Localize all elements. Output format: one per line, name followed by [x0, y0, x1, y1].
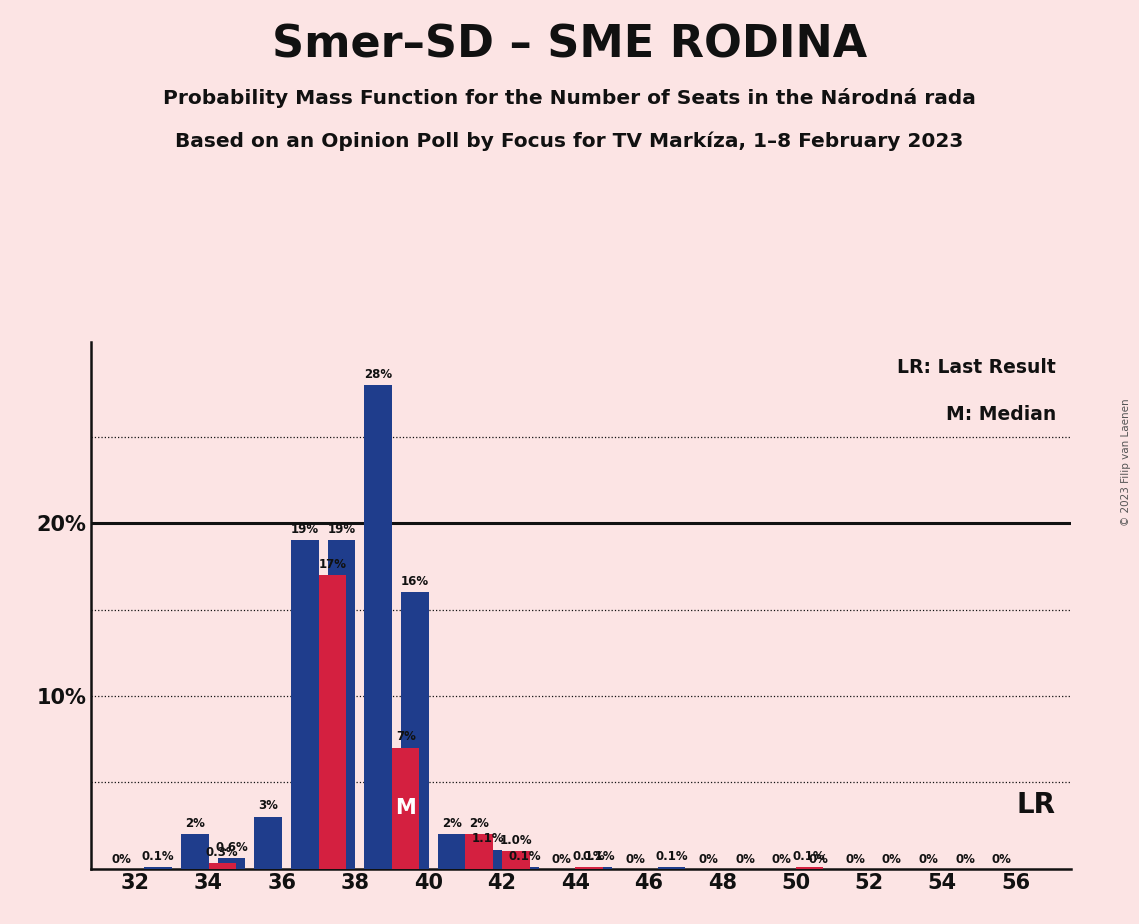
- Text: 0%: 0%: [772, 853, 792, 866]
- Text: 2%: 2%: [469, 817, 489, 830]
- Bar: [401, 592, 428, 869]
- Text: 19%: 19%: [290, 523, 319, 536]
- Bar: [502, 851, 530, 869]
- Bar: [511, 867, 539, 869]
- Text: 28%: 28%: [364, 368, 392, 381]
- Text: 0.1%: 0.1%: [141, 849, 174, 862]
- Bar: [466, 834, 493, 869]
- Bar: [292, 541, 319, 869]
- Text: LR: LR: [1017, 791, 1056, 820]
- Text: M: Median: M: Median: [945, 405, 1056, 424]
- Text: 0%: 0%: [698, 853, 719, 866]
- Text: M: M: [395, 798, 416, 818]
- Text: 0.1%: 0.1%: [793, 849, 826, 862]
- Text: 0%: 0%: [735, 853, 755, 866]
- Bar: [392, 748, 419, 869]
- Text: LR: Last Result: LR: Last Result: [898, 358, 1056, 377]
- Text: Smer–SD – SME RODINA: Smer–SD – SME RODINA: [272, 23, 867, 67]
- Text: 0%: 0%: [112, 853, 131, 866]
- Bar: [475, 849, 502, 869]
- Text: 2%: 2%: [185, 817, 205, 830]
- Text: 0.6%: 0.6%: [215, 841, 248, 854]
- Bar: [208, 863, 236, 869]
- Text: 0%: 0%: [625, 853, 645, 866]
- Bar: [254, 817, 281, 869]
- Bar: [145, 867, 172, 869]
- Text: 1.1%: 1.1%: [472, 833, 505, 845]
- Text: 0.1%: 0.1%: [582, 849, 615, 862]
- Bar: [584, 867, 612, 869]
- Bar: [658, 867, 686, 869]
- Text: 3%: 3%: [259, 799, 278, 812]
- Bar: [319, 575, 346, 869]
- Text: 0.1%: 0.1%: [509, 849, 541, 862]
- Text: 0%: 0%: [845, 853, 865, 866]
- Text: © 2023 Filip van Laenen: © 2023 Filip van Laenen: [1121, 398, 1131, 526]
- Text: 2%: 2%: [442, 817, 461, 830]
- Text: 17%: 17%: [318, 558, 346, 571]
- Text: 0%: 0%: [809, 853, 828, 866]
- Text: 0%: 0%: [882, 853, 902, 866]
- Text: 0%: 0%: [956, 853, 975, 866]
- Text: 0%: 0%: [551, 853, 572, 866]
- Bar: [328, 541, 355, 869]
- Text: 16%: 16%: [401, 575, 429, 588]
- Bar: [181, 834, 208, 869]
- Text: 0.1%: 0.1%: [573, 849, 606, 862]
- Bar: [218, 858, 245, 869]
- Text: 19%: 19%: [327, 523, 355, 536]
- Text: 1.0%: 1.0%: [500, 834, 532, 847]
- Text: 0.3%: 0.3%: [206, 846, 238, 859]
- Text: 0%: 0%: [918, 853, 939, 866]
- Bar: [364, 385, 392, 869]
- Bar: [795, 867, 823, 869]
- Bar: [437, 834, 466, 869]
- Text: 7%: 7%: [395, 730, 416, 744]
- Text: Probability Mass Function for the Number of Seats in the Národná rada: Probability Mass Function for the Number…: [163, 88, 976, 108]
- Bar: [575, 867, 603, 869]
- Text: 0.1%: 0.1%: [655, 849, 688, 862]
- Text: 0%: 0%: [992, 853, 1011, 866]
- Text: Based on an Opinion Poll by Focus for TV Markíza, 1–8 February 2023: Based on an Opinion Poll by Focus for TV…: [175, 131, 964, 151]
